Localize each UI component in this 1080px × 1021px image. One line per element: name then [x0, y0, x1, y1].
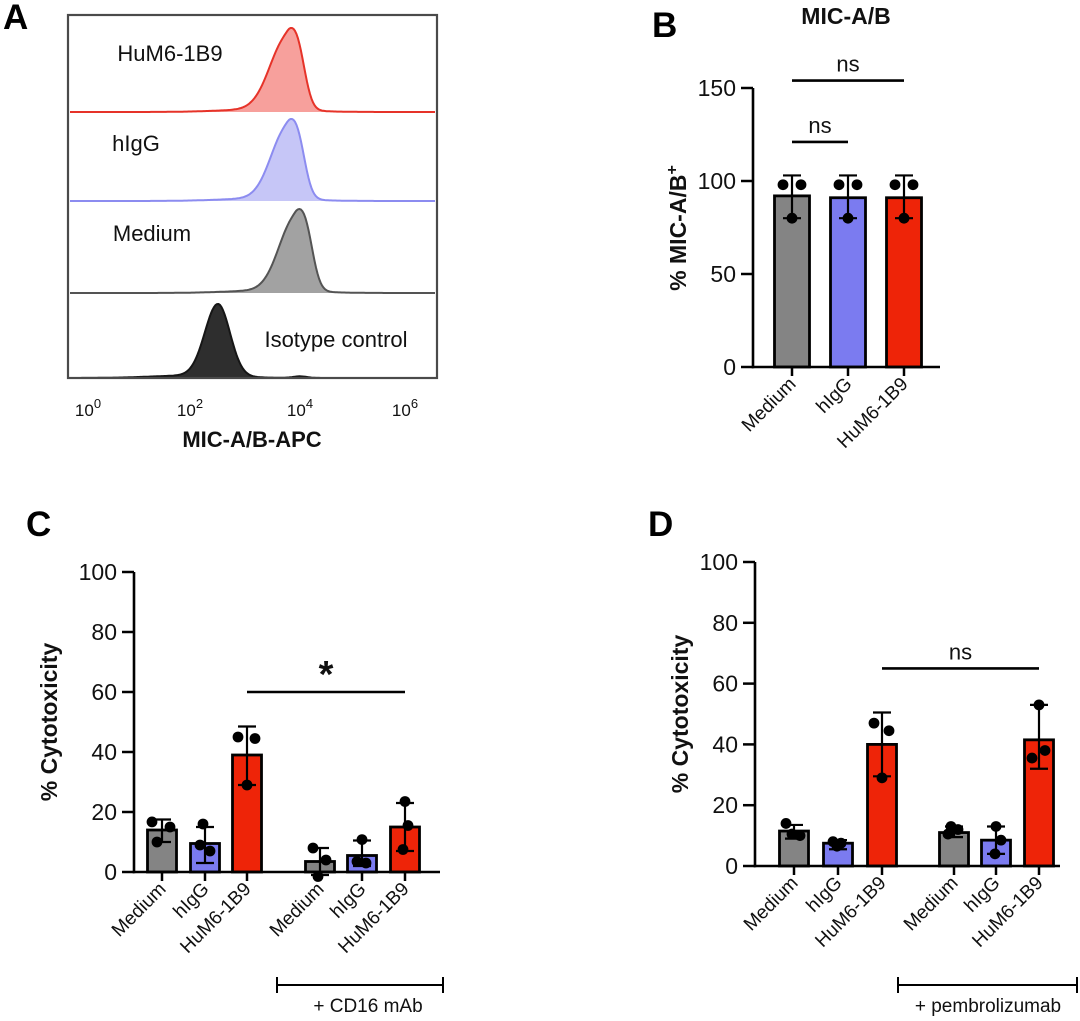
significance-label: ns: [836, 52, 859, 77]
data-point: [397, 844, 409, 855]
data-point: [780, 818, 792, 829]
y-tick-label: 60: [712, 671, 738, 697]
data-point: [360, 857, 372, 869]
data-point: [794, 830, 806, 841]
x-tick-label: 102: [177, 396, 203, 420]
data-point: [995, 834, 1007, 846]
data-point: [312, 871, 324, 882]
data-point: [1033, 699, 1045, 711]
y-tick-label: 40: [712, 731, 738, 757]
data-point: [204, 845, 216, 857]
x-tick-label: 104: [287, 396, 313, 420]
significance-label: ns: [949, 639, 972, 664]
panel-label-c: C: [26, 505, 52, 544]
data-point: [1026, 752, 1038, 764]
panel-label-b: B: [652, 6, 678, 45]
x-category-label: Medium: [108, 879, 171, 942]
data-point: [889, 179, 901, 191]
data-point: [868, 717, 880, 729]
data-point: [777, 179, 789, 191]
histogram-label: Medium: [113, 221, 191, 246]
y-tick-label: 0: [104, 859, 117, 885]
data-point: [907, 179, 919, 191]
y-tick-label: 100: [698, 168, 736, 194]
panel-label-d: D: [648, 505, 674, 544]
data-point: [232, 731, 244, 743]
data-point: [952, 824, 964, 835]
data-point: [356, 834, 368, 845]
y-tick-label: 0: [725, 853, 738, 879]
data-point: [876, 772, 888, 784]
y-tick-label: 50: [710, 261, 736, 287]
significance-label: ns: [808, 113, 831, 138]
data-point: [320, 854, 332, 866]
data-point: [249, 733, 261, 744]
y-tick-label: 60: [91, 679, 117, 705]
data-point: [851, 179, 863, 191]
x-category-label: Medium: [900, 873, 963, 936]
data-point: [989, 848, 1001, 860]
data-point: [402, 820, 414, 831]
y-tick-label: 150: [698, 75, 736, 101]
data-point: [795, 179, 807, 191]
data-point: [990, 821, 1002, 832]
data-point: [883, 725, 895, 737]
histogram-medium: [70, 208, 436, 294]
data-point: [164, 821, 176, 833]
data-point: [351, 856, 363, 867]
x-tick-label: 106: [392, 396, 418, 420]
y-axis-title: % MIC-A/B+: [664, 165, 691, 291]
x-tick-label: 100: [75, 396, 101, 420]
panel-title: MIC-A/B: [801, 3, 890, 29]
data-point: [241, 779, 253, 791]
histogram-hum6-1b9: [70, 27, 436, 113]
x-category-label: Medium: [738, 374, 801, 437]
data-point: [831, 840, 843, 852]
y-axis-title: % Cytotoxicity: [36, 643, 62, 802]
y-tick-label: 40: [91, 739, 117, 765]
data-point: [786, 828, 798, 840]
y-tick-label: 100: [79, 559, 117, 585]
data-point: [786, 212, 798, 224]
x-axis-title: MIC-A/B-APC: [182, 427, 321, 452]
plot-frame: [66, 13, 439, 380]
y-tick-label: 20: [712, 792, 738, 818]
significance-label: *: [319, 654, 334, 696]
data-point: [898, 212, 910, 224]
histogram-higg: [70, 118, 436, 202]
data-point: [194, 839, 206, 851]
group-bracket-label: + CD16 mAb: [313, 996, 422, 1017]
y-tick-label: 80: [712, 610, 738, 636]
data-point: [942, 828, 954, 840]
x-category-label: hIgG: [813, 374, 857, 418]
data-point: [197, 818, 209, 830]
data-point: [399, 796, 411, 807]
x-category-label: Medium: [266, 879, 329, 942]
data-point: [842, 212, 854, 224]
data-point: [1039, 745, 1051, 756]
y-tick-label: 20: [91, 799, 117, 825]
data-point: [151, 836, 163, 848]
bar-hum6-1b9: [885, 196, 923, 369]
histogram-label: Isotype control: [264, 327, 407, 352]
data-point: [307, 842, 319, 854]
y-tick-label: 80: [91, 619, 117, 645]
bar-higg: [829, 196, 867, 369]
group-bracket-label: + pembrolizumab: [915, 996, 1061, 1017]
y-axis-title: % Cytotoxicity: [667, 635, 693, 794]
histogram-label: HuM6-1B9: [117, 41, 222, 66]
data-point: [833, 179, 845, 191]
histogram-label: hIgG: [112, 131, 160, 156]
data-point: [146, 816, 158, 828]
x-category-label: Medium: [740, 873, 803, 936]
y-tick-label: 0: [723, 354, 736, 380]
panel-label-a: A: [3, 0, 29, 37]
y-tick-label: 100: [700, 549, 738, 575]
